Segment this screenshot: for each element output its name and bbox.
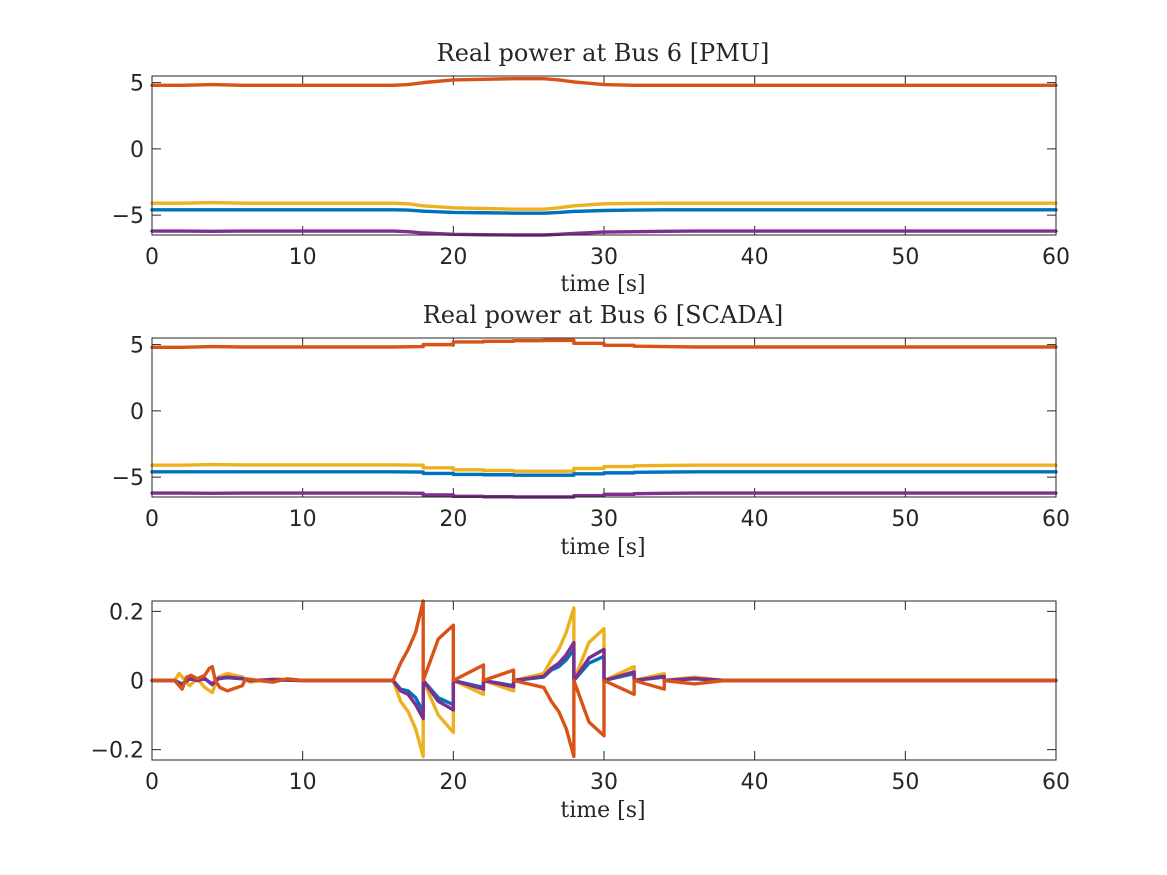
subplot-1-series-1 [150, 76, 1058, 87]
subplot-1-frame [151, 75, 1057, 236]
subplot-1-xtick-label: 0 [145, 245, 159, 270]
subplot-3-xtick-label: 50 [891, 770, 919, 795]
subplot-2-xtick-label: 60 [1042, 507, 1070, 532]
subplot-2-xlabel: time [s] [560, 535, 645, 560]
subplot-2-ytick-label: 0 [130, 400, 144, 425]
subplot-2-series-2 [150, 462, 1058, 473]
subplot-2-series-3 [150, 470, 1058, 477]
subplot-2-title: Real power at Bus 6 [SCADA] [423, 301, 784, 329]
subplot-1-xtick-label: 10 [289, 245, 317, 270]
subplot-3-xtick-label: 30 [590, 770, 618, 795]
subplot-1-series-3 [150, 208, 1058, 215]
subplot-2-xtick-label: 10 [289, 507, 317, 532]
subplot-3-frame [151, 600, 1057, 761]
subplot-1-ytick-label: −5 [112, 204, 144, 229]
subplot-difference: 0 10 20 30 40 50 600.20−0.2 time [s] [91, 599, 1070, 823]
subplot-2-xtick-label: 0 [145, 507, 159, 532]
subplot-3-xlabel: time [s] [560, 798, 645, 823]
subplot-2-frame [151, 337, 1057, 498]
subplot-2-series-1 [150, 338, 1058, 349]
subplot-3-ytick-label: −0.2 [91, 739, 144, 764]
subplot-1-title: Real power at Bus 6 [PMU] [437, 39, 770, 67]
subplot-1-series-2 [150, 200, 1058, 211]
subplot-2-xtick-label: 50 [891, 507, 919, 532]
subplot-scada: Real power at Bus 6 [SCADA] 0 10 20 30 40 50 6… [112, 301, 1070, 560]
subplot-1-ytick-label: 5 [130, 72, 144, 97]
subplot-pmu: Real power at Bus 6 [PMU] 0 10 20 30 40 50 605… [112, 39, 1070, 297]
subplot-1-xtick-label: 20 [439, 245, 467, 270]
subplot-1-ytick-label: 0 [130, 138, 144, 163]
subplot-2-xtick-label: 20 [439, 507, 467, 532]
subplot-3-ytick-label: 0.2 [109, 600, 144, 625]
subplot-3-xtick-label: 20 [439, 770, 467, 795]
subplot-3-xtick-label: 40 [741, 770, 769, 795]
subplot-3-series-4 [150, 599, 1058, 759]
subplot-1-xlabel: time [s] [560, 272, 645, 297]
subplot-2-xtick-label: 40 [741, 507, 769, 532]
subplot-3-ytick-label: 0 [130, 670, 144, 695]
subplot-2-ytick-label: −5 [112, 466, 144, 491]
subplot-1-xtick-label: 60 [1042, 245, 1070, 270]
subplot-1-xtick-label: 40 [741, 245, 769, 270]
subplot-3-ticks: 0 10 20 30 40 50 600.20−0.2 [91, 600, 1070, 795]
subplot-2-ytick-label: 5 [130, 334, 144, 359]
subplot-3-lines [150, 599, 1058, 759]
subplot-1-xtick-label: 30 [590, 245, 618, 270]
subplot-2-xtick-label: 30 [590, 507, 618, 532]
subplot-3-xtick-label: 0 [145, 770, 159, 795]
subplot-3-xtick-label: 10 [289, 770, 317, 795]
subplot-1-xtick-label: 50 [891, 245, 919, 270]
subplot-3-xtick-label: 60 [1042, 770, 1070, 795]
